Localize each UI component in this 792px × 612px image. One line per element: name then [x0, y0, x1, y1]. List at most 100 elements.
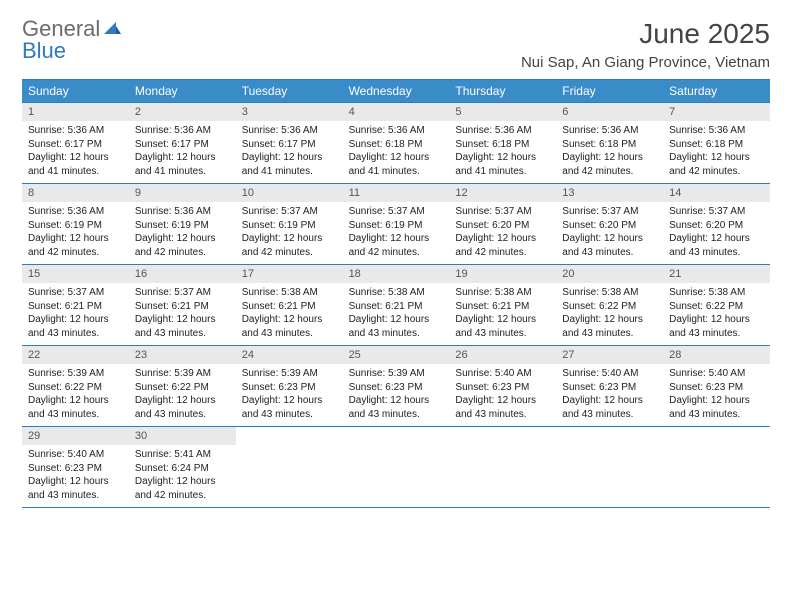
day-number: 16	[129, 265, 236, 283]
sunset-text: Sunset: 6:24 PM	[135, 462, 230, 476]
sunset-text: Sunset: 6:23 PM	[349, 381, 444, 395]
week-row: 1 Sunrise: 5:36 AMSunset: 6:17 PM Daylight…	[22, 103, 770, 184]
sunrise-text: Sunrise: 5:38 AM	[349, 286, 444, 300]
sunrise-text: Sunrise: 5:37 AM	[28, 286, 123, 300]
day-body: Sunrise: 5:37 AMSunset: 6:21 PMDaylight:…	[129, 283, 236, 345]
daylight-text: Daylight: 12 hours and 43 minutes.	[242, 394, 337, 421]
sunset-text: Sunset: 6:20 PM	[669, 219, 764, 233]
day-of-week-label: Tuesday	[236, 80, 343, 102]
week-row: 8Sunrise: 5:36 AMSunset: 6:19 PMDaylight…	[22, 184, 770, 265]
calendar-cell: 20Sunrise: 5:38 AMSunset: 6:22 PMDayligh…	[556, 265, 663, 345]
day-number: 18	[343, 265, 450, 283]
day-body: Sunrise: 5:39 AMSunset: 6:23 PMDaylight:…	[236, 364, 343, 426]
sunset-text: Sunset: 6:21 PM	[455, 300, 550, 314]
logo-word-blue: Blue	[22, 38, 66, 63]
daylight-text: Daylight: 12 hours and 42 minutes.	[28, 232, 123, 259]
daylight-text: Daylight: 12 hours and 43 minutes.	[135, 313, 230, 340]
sunset-text: Sunset: 6:17 PM	[28, 138, 123, 152]
daylight-text: Daylight: 12 hours and 42 minutes.	[349, 232, 444, 259]
day-body: Sunrise: 5:37 AMSunset: 6:20 PMDaylight:…	[556, 202, 663, 264]
sunrise-text: Sunrise: 5:36 AM	[28, 124, 123, 138]
calendar-cell: 11Sunrise: 5:37 AMSunset: 6:19 PMDayligh…	[343, 184, 450, 264]
sunrise-text: Sunrise: 5:37 AM	[349, 205, 444, 219]
day-body: Sunrise: 5:37 AMSunset: 6:20 PMDaylight:…	[449, 202, 556, 264]
day-body: Sunrise: 5:39 AMSunset: 6:23 PMDaylight:…	[343, 364, 450, 426]
calendar-cell: 14Sunrise: 5:37 AMSunset: 6:20 PMDayligh…	[663, 184, 770, 264]
calendar-cell: 17Sunrise: 5:38 AMSunset: 6:21 PMDayligh…	[236, 265, 343, 345]
title-block: June 2025 Nui Sap, An Giang Province, Vi…	[521, 18, 770, 71]
daylight-text: Daylight: 12 hours and 43 minutes.	[28, 394, 123, 421]
day-body: Sunrise: 5:36 AMSunset: 6:18 PMDaylight:…	[663, 121, 770, 183]
daylight-text: Daylight: 12 hours and 43 minutes.	[242, 313, 337, 340]
calendar-cell: 7Sunrise: 5:36 AMSunset: 6:18 PMDaylight…	[663, 103, 770, 183]
sunrise-text: Sunrise: 5:41 AM	[135, 448, 230, 462]
sunrise-text: Sunrise: 5:40 AM	[455, 367, 550, 381]
day-number: 9	[129, 184, 236, 202]
day-number: 29	[22, 427, 129, 445]
calendar-cell: 1Sunrise: 5:36 AMSunset: 6:17 PMDaylight…	[22, 103, 129, 183]
day-number: 14	[663, 184, 770, 202]
daylight-text: Daylight: 12 hours and 42 minutes.	[455, 232, 550, 259]
daylight-text: Daylight: 12 hours and 43 minutes.	[28, 475, 123, 502]
day-number: 5	[449, 103, 556, 121]
calendar-cell-empty	[236, 427, 343, 507]
day-body: Sunrise: 5:37 AMSunset: 6:19 PMDaylight:…	[343, 202, 450, 264]
day-number: 8	[22, 184, 129, 202]
sunset-text: Sunset: 6:19 PM	[135, 219, 230, 233]
day-body: Sunrise: 5:40 AMSunset: 6:23 PMDaylight:…	[663, 364, 770, 426]
daylight-text: Daylight: 12 hours and 43 minutes.	[562, 313, 657, 340]
daylight-text: Daylight: 12 hours and 41 minutes.	[242, 151, 337, 178]
day-number: 1	[22, 103, 129, 121]
sunset-text: Sunset: 6:18 PM	[349, 138, 444, 152]
sunrise-text: Sunrise: 5:37 AM	[242, 205, 337, 219]
sunrise-text: Sunrise: 5:37 AM	[669, 205, 764, 219]
logo-sail-icon	[102, 18, 122, 40]
sunset-text: Sunset: 6:19 PM	[349, 219, 444, 233]
day-number: 12	[449, 184, 556, 202]
calendar-grid: SundayMondayTuesdayWednesdayThursdayFrid…	[22, 79, 770, 508]
week-row: 29Sunrise: 5:40 AMSunset: 6:23 PMDayligh…	[22, 427, 770, 508]
daylight-text: Daylight: 12 hours and 42 minutes.	[242, 232, 337, 259]
sunset-text: Sunset: 6:23 PM	[242, 381, 337, 395]
day-number: 24	[236, 346, 343, 364]
calendar-cell: 28Sunrise: 5:40 AMSunset: 6:23 PMDayligh…	[663, 346, 770, 426]
sunrise-text: Sunrise: 5:36 AM	[28, 205, 123, 219]
sunset-text: Sunset: 6:23 PM	[455, 381, 550, 395]
daylight-text: Daylight: 12 hours and 43 minutes.	[349, 394, 444, 421]
day-body: Sunrise: 5:36 AMSunset: 6:19 PMDaylight:…	[129, 202, 236, 264]
calendar-cell: 24Sunrise: 5:39 AMSunset: 6:23 PMDayligh…	[236, 346, 343, 426]
daylight-text: Daylight: 12 hours and 41 minutes.	[349, 151, 444, 178]
sunrise-text: Sunrise: 5:37 AM	[562, 205, 657, 219]
daylight-text: Daylight: 12 hours and 41 minutes.	[135, 151, 230, 178]
calendar-cell: 18Sunrise: 5:38 AMSunset: 6:21 PMDayligh…	[343, 265, 450, 345]
day-body: Sunrise: 5:36 AMSunset: 6:18 PMDaylight:…	[556, 121, 663, 183]
sunset-text: Sunset: 6:19 PM	[242, 219, 337, 233]
daylight-text: Daylight: 12 hours and 43 minutes.	[28, 313, 123, 340]
daylight-text: Daylight: 12 hours and 43 minutes.	[455, 313, 550, 340]
sunrise-text: Sunrise: 5:40 AM	[562, 367, 657, 381]
daylight-text: Daylight: 12 hours and 42 minutes.	[135, 475, 230, 502]
calendar-cell: 4Sunrise: 5:36 AMSunset: 6:18 PMDaylight…	[343, 103, 450, 183]
day-body: Sunrise: 5:38 AMSunset: 6:21 PMDaylight:…	[449, 283, 556, 345]
week-row: 22Sunrise: 5:39 AMSunset: 6:22 PMDayligh…	[22, 346, 770, 427]
calendar-cell: 9Sunrise: 5:36 AMSunset: 6:19 PMDaylight…	[129, 184, 236, 264]
calendar-cell: 2Sunrise: 5:36 AMSunset: 6:17 PMDaylight…	[129, 103, 236, 183]
calendar-cell: 5Sunrise: 5:36 AMSunset: 6:18 PMDaylight…	[449, 103, 556, 183]
daylight-text: Daylight: 12 hours and 42 minutes.	[669, 151, 764, 178]
daylight-text: Daylight: 12 hours and 43 minutes.	[455, 394, 550, 421]
page-title: June 2025	[521, 18, 770, 50]
calendar-cell-empty	[556, 427, 663, 507]
day-number: 22	[22, 346, 129, 364]
calendar-cell: 29Sunrise: 5:40 AMSunset: 6:23 PMDayligh…	[22, 427, 129, 507]
day-number: 2	[129, 103, 236, 121]
sunset-text: Sunset: 6:22 PM	[135, 381, 230, 395]
sunrise-text: Sunrise: 5:39 AM	[349, 367, 444, 381]
sunrise-text: Sunrise: 5:39 AM	[242, 367, 337, 381]
day-number: 23	[129, 346, 236, 364]
sunset-text: Sunset: 6:22 PM	[562, 300, 657, 314]
sunset-text: Sunset: 6:22 PM	[28, 381, 123, 395]
day-of-week-label: Monday	[129, 80, 236, 102]
day-number: 10	[236, 184, 343, 202]
calendar-cell: 13Sunrise: 5:37 AMSunset: 6:20 PMDayligh…	[556, 184, 663, 264]
calendar-cell-empty	[663, 427, 770, 507]
